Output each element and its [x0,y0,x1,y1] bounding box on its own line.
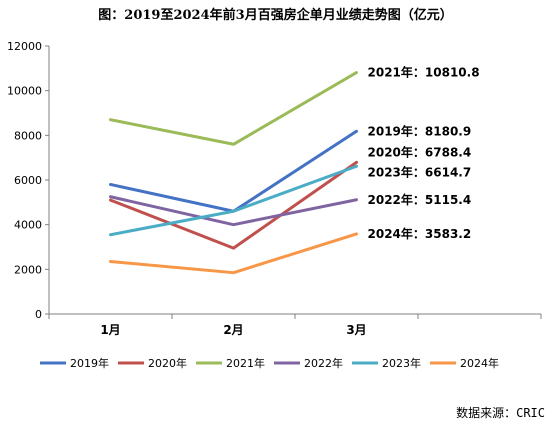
y-tick-label: 0 [35,308,42,321]
chart-series [109,71,358,275]
x-tick-label: 1月 [100,323,120,337]
series-line-2022 [109,195,358,227]
series-line-2023 [109,164,358,237]
end-label: 2019年：8180.9 [368,123,472,138]
end-label: 2020年：6788.4 [368,144,472,159]
legend-label: 2023年 [382,356,421,370]
y-tick-label: 2000 [14,263,42,276]
chart-axes: 0 2000 4000 6000 8000 10000 12000 1月 2月 3月 [7,40,542,337]
y-tick-label: 10000 [7,85,42,98]
series-line-2020 [109,160,358,250]
legend-label: 2022年 [304,356,343,370]
y-tick-label: 12000 [7,40,42,53]
chart-end-labels: 2019年：8180.9 2020年：6788.4 2021年：10810.8 202… [368,65,480,241]
legend-label: 2021年 [226,356,265,370]
legend-label: 2024年 [460,356,499,370]
y-tick-label: 4000 [14,219,42,232]
series-line-2024 [109,232,358,275]
end-label: 2024年：3583.2 [368,226,472,241]
series-line-2021 [109,71,358,146]
x-tick-label: 3月 [346,323,366,337]
chart-title: 图：2019至2024年前3月百强房企单月业绩走势图（亿元） [98,8,453,23]
end-label: 2021年：10810.8 [368,65,480,80]
chart-legend: 2019年 2020年 2021年 2022年 2023年 2024年 [40,356,499,370]
legend-label: 2020年 [148,356,187,370]
y-tick-label: 6000 [14,174,42,187]
end-label: 2022年：5115.4 [368,192,472,207]
legend-label: 2019年 [70,356,109,370]
end-label: 2023年：6614.7 [368,164,472,179]
y-tick-label: 8000 [14,129,42,142]
source-note: 数据来源：CRIC [456,406,545,420]
x-tick-label: 2月 [223,323,243,337]
